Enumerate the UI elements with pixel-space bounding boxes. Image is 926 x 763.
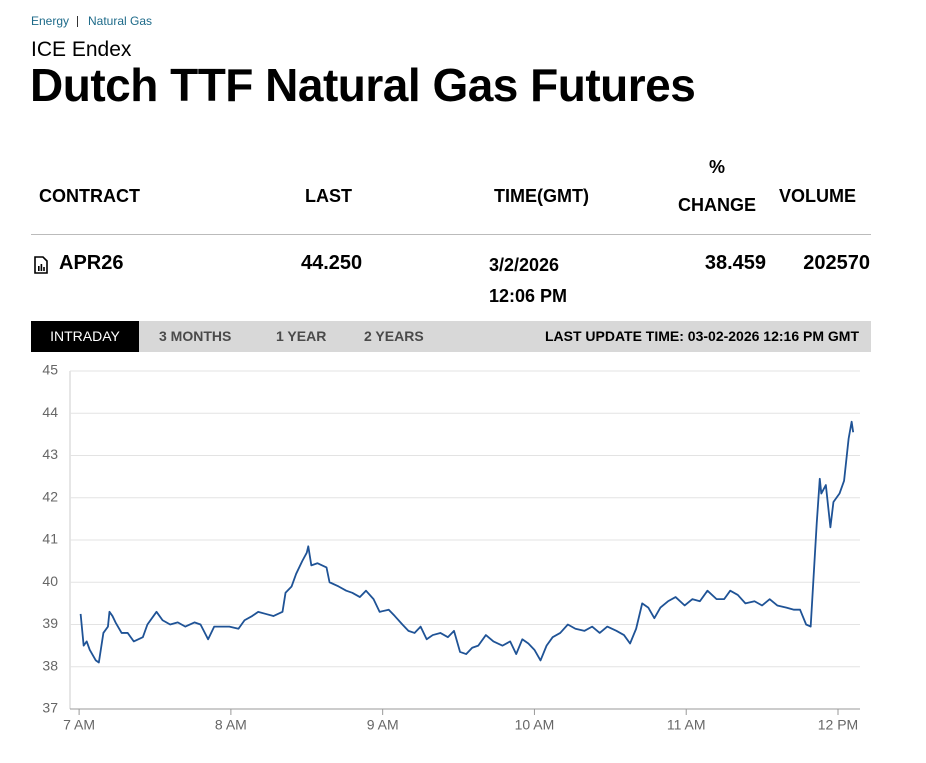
trade-time: 3/2/2026 12:06 PM [489,255,568,306]
last-price: 44.250 [301,252,363,274]
percent-change: 38.459 [704,252,766,274]
contract-link[interactable]: APR26 [59,252,124,274]
price-line [79,420,855,664]
y-tick-label: 43 [42,446,58,462]
divider [31,234,871,235]
y-tick-label: 37 [42,700,58,716]
column-header: TIME(GMT) [494,186,589,206]
y-tick-label: 44 [42,404,58,420]
column-header: % CHANGE [677,157,756,215]
breadcrumb-link[interactable]: Energy [31,14,70,28]
tab[interactable]: 1 YEAR [276,328,327,344]
column-header: CONTRACT [39,186,140,206]
tab[interactable]: 3 MONTHS [159,328,232,344]
tab[interactable]: 2 YEARS [364,328,424,344]
y-tick-label: 40 [42,573,58,589]
x-tick-label: 12 PM [818,717,858,733]
x-tick-label: 9 AM [367,717,399,733]
exchange: ICE Endex [31,38,132,61]
contract-icon[interactable] [33,256,49,274]
breadcrumb-separator [77,16,78,27]
y-tick-label: 45 [42,362,58,378]
column-header: VOLUME [779,186,857,206]
x-tick-label: 8 AM [215,717,247,733]
x-tick-label: 7 AM [63,717,95,733]
y-tick-label: 41 [42,531,58,547]
y-tick-label: 42 [42,488,58,504]
last-update: LAST UPDATE TIME: 03-02-2026 12:16 PM GM… [544,328,859,344]
x-tick-label: 11 AM [667,717,706,733]
page-title: Dutch TTF Natural Gas Futures [30,59,696,111]
column-header: LAST [305,186,352,206]
y-tick-label: 38 [42,657,58,673]
tab-bar [31,321,871,352]
tab[interactable]: INTRADAY [31,321,139,352]
volume: 202570 [803,252,870,274]
chart: 37 38 39 40 41 42 43 44 45 7 AM 8 AM 9 AM 10 AM 11 AM… [42,362,860,733]
y-tick-label: 39 [42,615,58,631]
breadcrumb-link[interactable]: Natural Gas [88,14,153,28]
x-tick-label: 10 AM [515,717,555,733]
